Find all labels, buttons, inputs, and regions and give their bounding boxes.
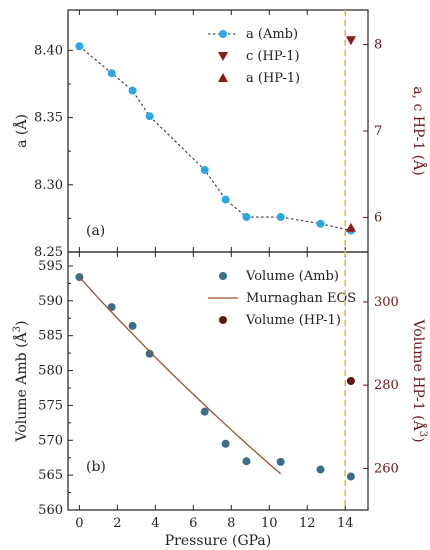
legend-label: a (Amb) (246, 27, 298, 42)
a-y2tick-label: 7 (374, 124, 382, 139)
volume-amb-point (200, 407, 209, 416)
a-amb-point (221, 195, 230, 204)
murnaghan-eos-line (78, 276, 282, 475)
a-y2tick-label: 6 (374, 210, 382, 225)
panel-a-ticks: 8.25 8.30 8.35 8.40 6 7 8 (34, 10, 382, 260)
panel-b-frame (67, 251, 369, 511)
legend-marker (219, 272, 227, 280)
panel-b-legend: Volume (Amb) Murnaghan EOS Volume (HP-1) (208, 269, 356, 328)
a-amb-point (242, 213, 251, 222)
legend-label: a (HP-1) (246, 71, 300, 86)
b-y2tick-label: 280 (374, 378, 399, 393)
panel-a-y2label: a, c HP-1 (Å) (410, 86, 428, 176)
x-axis-label: Pressure (GPa) (165, 533, 271, 549)
volume-amb-point (145, 349, 154, 358)
panel-a-legend: a (Amb) c (HP-1) a (HP-1) (208, 27, 300, 86)
legend-marker (219, 30, 227, 38)
volume-amb-point (316, 465, 325, 474)
panel-b-marks (75, 273, 355, 481)
legend-label: c (HP-1) (246, 49, 300, 64)
b-ytick-label: 590 (38, 294, 63, 309)
panel-a-marks (75, 36, 356, 235)
a-amb-point (200, 165, 209, 174)
panel-b-ticks: 560 565 570 575 580 585 590 595 260 280 300 0 2 4 6 8 10… (38, 252, 399, 531)
b-ytick-label: 585 (38, 329, 63, 344)
x-tick-label: 12 (299, 516, 316, 531)
b-y2tick-label: 300 (374, 295, 399, 310)
x-tick-label: 10 (261, 516, 278, 531)
a-amb-point (107, 69, 116, 78)
legend-label: Murnaghan EOS (246, 291, 356, 306)
a-ytick-label: 8.40 (34, 43, 63, 58)
legend-label: Volume (Amb) (245, 269, 339, 284)
volume-amb-point (221, 439, 230, 448)
b-y2tick-label: 260 (374, 461, 399, 476)
panel-b-label: (b) (86, 459, 106, 475)
volume-hp1-point (346, 377, 355, 385)
legend-marker (218, 73, 228, 82)
volume-amb-point (107, 303, 116, 312)
a-ytick-label: 8.25 (34, 245, 63, 260)
b-ytick-label: 575 (38, 398, 63, 413)
volume-amb-point (128, 321, 137, 330)
panel-a-ylabel: a (Å) (12, 114, 30, 148)
b-ytick-label: 580 (38, 364, 63, 379)
a-amb-point (128, 86, 137, 95)
a-amb-line (79, 45, 352, 232)
x-tick-label: 2 (113, 516, 121, 531)
x-tick-label: 14 (337, 516, 354, 531)
legend-marker (218, 52, 228, 61)
panel-a-frame (67, 9, 369, 253)
legend-label: Volume (HP-1) (245, 313, 341, 328)
volume-amb-point (242, 457, 251, 466)
x-tick-label: 8 (227, 516, 235, 531)
x-tick-label: 6 (189, 516, 197, 531)
b-ytick-label: 595 (38, 259, 63, 274)
a-hp1-point (345, 222, 356, 232)
a-amb-point (316, 219, 325, 228)
b-ytick-label: 570 (38, 433, 63, 448)
volume-amb-point (346, 472, 355, 481)
a-ytick-label: 8.30 (34, 178, 63, 193)
x-tick-label: 4 (151, 516, 159, 531)
panel-a-label: (a) (86, 223, 105, 239)
b-ytick-label: 565 (38, 468, 63, 483)
volume-amb-point (276, 457, 285, 466)
a-ytick-label: 8.35 (34, 111, 63, 126)
panel-a: 8.25 8.30 8.35 8.40 6 7 8 (a) a (Å) a, c HP-1 … (12, 9, 428, 260)
legend-marker (219, 316, 227, 324)
b-ytick-label: 560 (38, 503, 63, 518)
panel-b-y2label: Volume HP-1 (Å3) (410, 318, 428, 442)
panel-b: 560 565 570 575 580 585 590 595 260 280 300 0 2 4 6 8 10… (12, 251, 428, 549)
a-amb-point (145, 112, 154, 121)
x-tick-label: 0 (75, 516, 83, 531)
c-hp1-point (345, 36, 356, 46)
a-y2tick-label: 8 (374, 38, 382, 53)
a-amb-point (276, 213, 285, 222)
panel-b-ylabel: Volume Amb (Å3) (12, 321, 30, 443)
a-amb-point (75, 42, 84, 51)
